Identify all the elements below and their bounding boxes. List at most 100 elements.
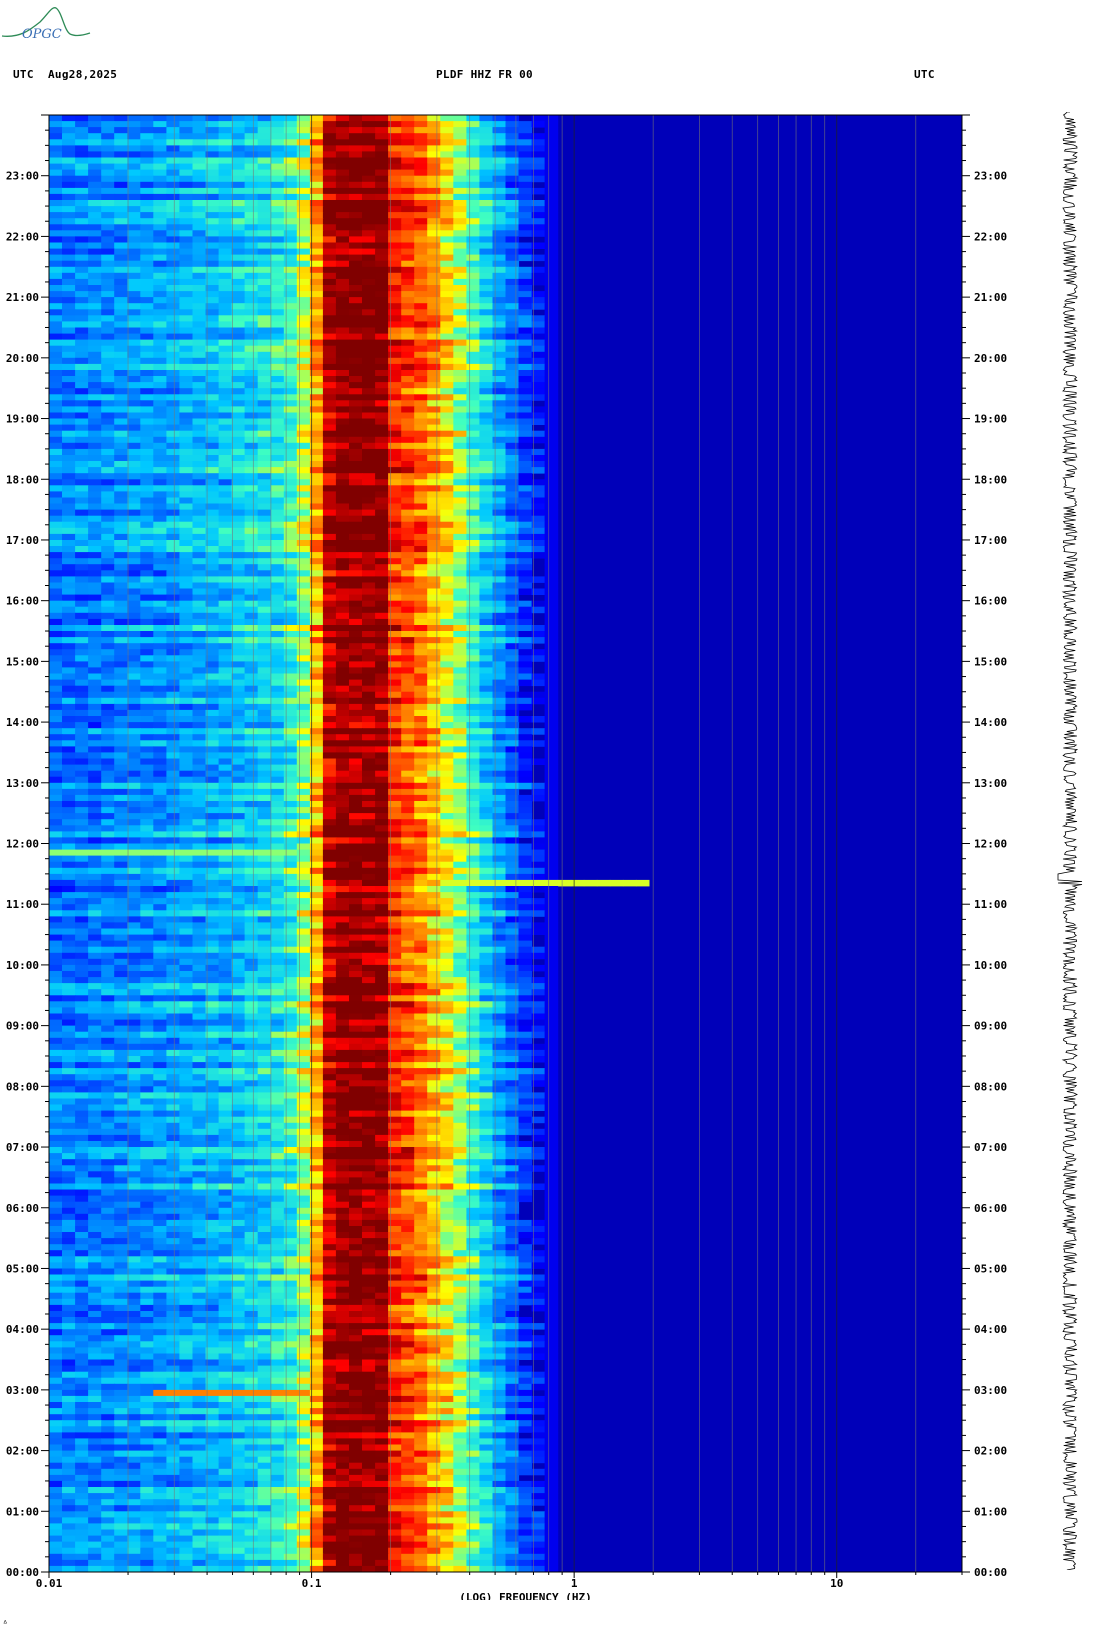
heatmap-cell <box>544 600 559 608</box>
heatmap-cell <box>309 722 324 729</box>
heatmap-cell <box>75 643 89 650</box>
heatmap-cell <box>427 169 441 177</box>
heatmap-cell <box>362 115 376 122</box>
heatmap-cell <box>349 503 363 510</box>
heatmap-cell <box>283 157 298 164</box>
heatmap-cell <box>231 886 246 893</box>
heatmap-cell <box>153 625 167 632</box>
heatmap-cell <box>127 272 141 280</box>
heatmap-cell <box>231 455 246 462</box>
heatmap-cell <box>49 363 63 371</box>
heatmap-cell <box>75 351 89 359</box>
heatmap-cell <box>127 424 141 432</box>
heatmap-cell <box>218 382 233 389</box>
heatmap-cell <box>127 655 141 662</box>
heatmap-cell <box>270 746 285 753</box>
heatmap-cell <box>192 728 207 735</box>
heatmap-cell <box>322 127 337 134</box>
heatmap-cell <box>140 115 154 122</box>
heatmap-cell <box>335 363 350 371</box>
heatmap-cell <box>401 400 415 407</box>
heatmap-cell <box>349 406 363 413</box>
heatmap-cell <box>75 540 89 547</box>
heatmap-cell <box>505 345 520 353</box>
heatmap-cell <box>153 540 167 547</box>
heatmap-cell <box>505 722 520 729</box>
heatmap-cell <box>309 691 324 699</box>
heatmap-cell <box>322 685 337 693</box>
heatmap-cell <box>440 206 454 213</box>
heatmap-cell <box>270 606 285 614</box>
heatmap-cell <box>466 673 480 680</box>
heatmap-cell <box>257 879 272 887</box>
heatmap-cell <box>127 254 141 262</box>
heatmap-cell <box>544 382 559 389</box>
heatmap-cell <box>62 115 76 122</box>
heatmap-cell <box>349 485 363 492</box>
heatmap-cell <box>349 697 363 705</box>
heatmap-cell <box>309 187 324 195</box>
heatmap-cell <box>270 278 285 286</box>
heatmap-cell <box>114 333 128 341</box>
heatmap-cell <box>505 564 520 571</box>
heatmap-cell <box>218 709 233 717</box>
heatmap-cell <box>192 503 207 510</box>
heatmap-cell <box>427 873 441 881</box>
heatmap-cell <box>257 430 272 438</box>
heatmap-cell <box>75 400 89 407</box>
heatmap-cell <box>127 843 141 850</box>
heatmap-cell <box>375 873 389 881</box>
heatmap-cell <box>218 770 233 778</box>
heatmap-cell <box>375 200 389 207</box>
heatmap-cell <box>440 303 454 310</box>
heatmap-cell <box>414 412 428 419</box>
heatmap-cell <box>401 691 415 699</box>
heatmap-cell <box>362 655 376 662</box>
heatmap-cell <box>518 752 533 759</box>
heatmap-cell <box>492 855 507 863</box>
heatmap-cell <box>153 187 167 195</box>
heatmap-cell <box>270 163 285 171</box>
heatmap-cell <box>518 315 533 322</box>
heatmap-cell <box>62 612 76 620</box>
heatmap-cell <box>388 625 402 632</box>
heatmap-cell <box>114 679 128 687</box>
heatmap-cell <box>427 849 441 857</box>
heatmap-cell <box>231 291 246 298</box>
heatmap-cell <box>179 193 193 201</box>
heatmap-cell <box>349 570 363 577</box>
heatmap-cell <box>166 278 180 286</box>
heatmap-cell <box>362 588 376 595</box>
heatmap-cell <box>479 533 493 541</box>
heatmap-cell <box>427 218 441 225</box>
heatmap-cell <box>127 503 141 510</box>
heatmap-cell <box>388 430 402 438</box>
heatmap-cell <box>62 837 76 844</box>
heatmap-cell <box>453 224 467 231</box>
heatmap-cell <box>362 819 376 826</box>
heatmap-cell <box>466 728 480 735</box>
heatmap-cell <box>49 163 63 171</box>
heatmap-cell <box>153 867 167 875</box>
heatmap-cell <box>453 303 467 310</box>
heatmap-cell <box>166 339 180 347</box>
heatmap-cell <box>127 315 141 322</box>
heatmap-cell <box>140 631 154 638</box>
heatmap-cell <box>114 151 128 158</box>
heatmap-cell <box>362 133 376 140</box>
heatmap-cell <box>296 254 311 262</box>
heatmap-cell <box>322 479 337 486</box>
heatmap-cell <box>283 430 298 438</box>
heatmap-cell <box>349 752 363 759</box>
heatmap-cell <box>140 327 154 334</box>
heatmap-cell <box>479 782 493 790</box>
heatmap-cell <box>427 485 441 492</box>
heatmap-cell <box>166 879 180 887</box>
heatmap-cell <box>49 376 63 383</box>
heatmap-cell <box>375 491 389 498</box>
heatmap-cell <box>205 679 220 687</box>
heatmap-cell <box>62 193 76 201</box>
heatmap-cell <box>153 685 167 693</box>
heatmap-cell <box>270 169 285 177</box>
heatmap-cell <box>101 461 115 468</box>
